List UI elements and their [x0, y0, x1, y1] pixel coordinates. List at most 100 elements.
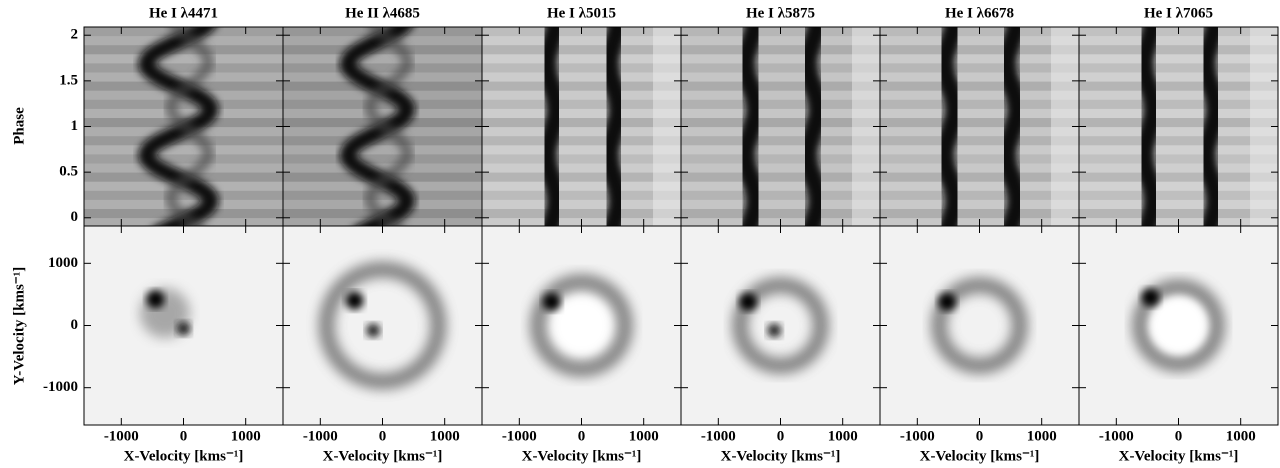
emission-band — [597, 27, 630, 226]
spectrum-row — [482, 90, 681, 100]
trailed-spectrum — [681, 27, 880, 226]
map-bg — [681, 226, 880, 425]
doppler-map — [681, 226, 880, 425]
spectrum-row — [880, 99, 1079, 109]
x-tick-label: -1000 — [900, 428, 935, 444]
spectrum-row — [84, 72, 283, 82]
spectrum-row — [482, 190, 681, 200]
y-tick-label: 2 — [71, 27, 79, 43]
spectrum-row — [880, 181, 1079, 191]
spectrum-row — [283, 154, 482, 164]
doppler-map — [283, 226, 482, 425]
trailed-spectrum — [880, 27, 1079, 226]
spectrum-row — [1079, 199, 1278, 209]
x-tick-label: -1000 — [1099, 428, 1134, 444]
y-tick-label: -1000 — [43, 379, 78, 395]
spectrum-row — [283, 72, 482, 82]
spectrum-row — [880, 118, 1079, 128]
spectrum-row — [1079, 172, 1278, 182]
doppler-map — [1079, 226, 1278, 425]
spectrum-row — [681, 190, 880, 200]
x-tick-label: 1000 — [1226, 428, 1256, 444]
spectrum-row — [681, 199, 880, 209]
spectrum-row — [880, 90, 1079, 100]
map-spot — [176, 321, 191, 336]
spectrum-row — [681, 108, 880, 118]
spectrum-row — [681, 145, 880, 155]
spectrum-bg — [1079, 27, 1278, 226]
spectrum-row — [283, 63, 482, 73]
x-axis-label: X-Velocity [kms⁻¹] — [124, 448, 244, 464]
top-y-axis-label: Phase — [11, 107, 27, 145]
spectrum-row — [681, 45, 880, 55]
map-spot — [542, 292, 561, 311]
trailed-spectrum — [84, 27, 283, 226]
map-spot — [366, 323, 381, 338]
map-spot — [767, 323, 782, 338]
spectrum-row — [283, 108, 482, 118]
map-hole — [553, 297, 610, 354]
spectrum-row — [1079, 209, 1278, 219]
x-tick-label: 1000 — [231, 428, 261, 444]
doppler-map — [84, 226, 283, 425]
spectrum-row — [482, 36, 681, 46]
bottom-y-axis-label: Y-Velocity [kms⁻¹] — [11, 267, 27, 385]
spectrum-row — [880, 136, 1079, 146]
emission-s-wave — [164, 27, 215, 226]
x-tick-label: 0 — [578, 428, 586, 444]
spectrum-row — [482, 45, 681, 55]
spectrum-row — [283, 136, 482, 146]
spectrum-row — [681, 209, 880, 219]
spectrum-row — [283, 190, 482, 200]
spectrum-row — [880, 145, 1079, 155]
spectrum-row — [482, 172, 681, 182]
x-tick-label: 1000 — [828, 428, 858, 444]
spectrum-row — [482, 63, 681, 73]
spectrum-row — [880, 108, 1079, 118]
spectrum-row — [880, 127, 1079, 137]
spectrum-row — [681, 163, 880, 173]
panel-title: He I λ7065 — [1144, 5, 1213, 21]
y-tick-label: 0 — [71, 317, 79, 333]
spectrum-row — [482, 154, 681, 164]
spectrum-row — [880, 36, 1079, 46]
panel-title: He II λ4685 — [345, 5, 420, 21]
spectrum-row — [482, 72, 681, 82]
spectrum-row — [84, 63, 283, 73]
spectrum-row — [482, 145, 681, 155]
spectrum-row — [1079, 154, 1278, 164]
map-ring — [1131, 278, 1226, 373]
spectrum-row — [84, 136, 283, 146]
x-tick-label: 0 — [180, 428, 188, 444]
x-tick-label: -1000 — [502, 428, 537, 444]
spectrum-row — [482, 181, 681, 191]
panel-title: He I λ4471 — [149, 5, 218, 21]
x-tick-label: -1000 — [701, 428, 736, 444]
emission-band — [933, 27, 967, 226]
spectrum-bg — [482, 27, 681, 226]
spectrum-row — [482, 118, 681, 128]
spectrum-row — [84, 199, 283, 209]
spectrum-row — [482, 99, 681, 109]
spectrum-row — [482, 136, 681, 146]
spectrum-row — [681, 127, 880, 137]
map-bg — [283, 226, 482, 425]
spectrum-row — [681, 136, 880, 146]
spectrum-row — [482, 127, 681, 137]
panel-title: He I λ5875 — [746, 5, 815, 21]
spectrum-row — [681, 54, 880, 64]
map-bg — [880, 226, 1079, 425]
y-tick-label: 0 — [71, 209, 79, 225]
spectrum-row — [84, 154, 283, 164]
spectrum-row — [84, 45, 283, 55]
x-tick-label: -1000 — [303, 428, 338, 444]
spectrum-row — [482, 54, 681, 64]
x-axis-label: X-Velocity [kms⁻¹] — [522, 448, 642, 464]
spectrum-row — [1079, 99, 1278, 109]
x-tick-label: 0 — [1175, 428, 1183, 444]
spectrum-row — [482, 209, 681, 219]
x-axis-label: X-Velocity [kms⁻¹] — [1119, 448, 1239, 464]
doppler-map — [880, 226, 1079, 425]
spectrum-row — [1079, 45, 1278, 55]
